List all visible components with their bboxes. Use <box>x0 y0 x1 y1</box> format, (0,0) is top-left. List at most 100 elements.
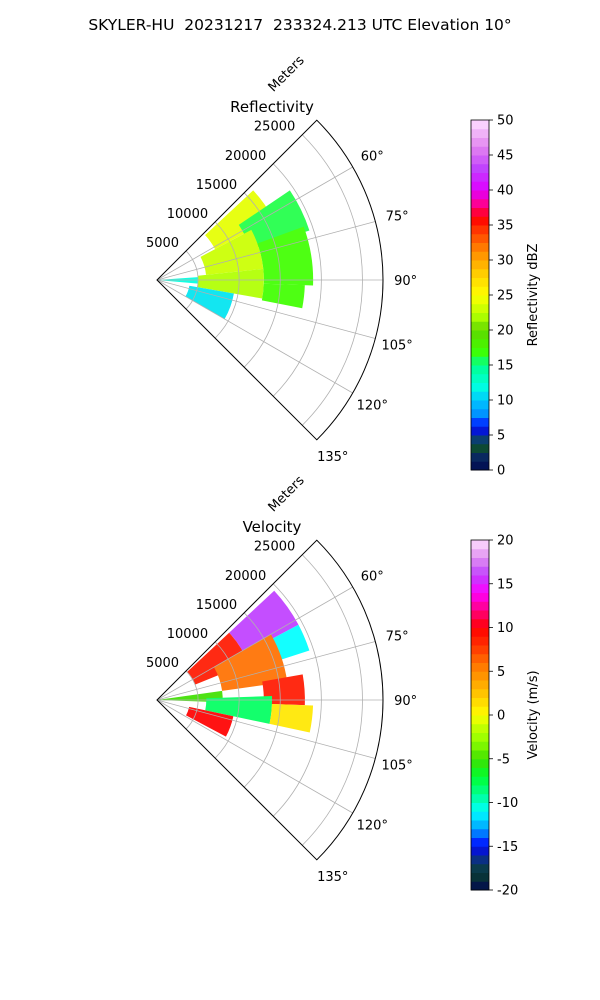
refl-radial-label: Meters <box>266 53 308 95</box>
refl-colorbar-tick-8: 40 <box>497 184 514 199</box>
refl-region-3 <box>257 226 314 286</box>
vel-colorbar-band-38 <box>471 548 489 558</box>
vel-colorbar-band-25 <box>471 662 489 672</box>
refl-region-5 <box>261 283 305 309</box>
refl-colorbar-band-20 <box>471 286 489 296</box>
vel-angle-tick-1: 75° <box>386 630 409 645</box>
vel-colorbar-band-39 <box>471 540 489 550</box>
refl-colorbar-band-22 <box>471 268 489 278</box>
refl-title: Reflectivity <box>230 98 314 116</box>
vel-colorbar-band-19 <box>471 715 489 725</box>
vel-colorbar-tick-0: -20 <box>497 884 518 899</box>
vel-colorbar-band-29 <box>471 627 489 637</box>
vel-colorbar-tick-2: -10 <box>497 796 518 811</box>
refl-spoke-1 <box>156 221 376 281</box>
refl-spoke-4 <box>156 279 353 394</box>
vel-panel: Velocity 5000 10000 15000 20000 25000 Meters 60… <box>146 473 541 898</box>
refl-colorbar-band-27 <box>471 225 489 235</box>
vel-colorbar-band-17 <box>471 732 489 742</box>
vel-colorbar-band-28 <box>471 636 489 646</box>
vel-angle-tick-4: 120° <box>357 818 388 833</box>
refl-colorbar: 0 5 10 15 20 25 30 35 40 45 50 Reflectivity dBZ <box>470 114 541 479</box>
refl-region-4 <box>197 268 264 299</box>
vel-title: Velocity <box>243 518 302 536</box>
vel-angle-tick-0: 60° <box>361 570 384 585</box>
refl-colorbar-band-24 <box>471 251 489 261</box>
refl-colorbar-band-34 <box>471 163 489 173</box>
vel-colorbar-band-1 <box>471 872 489 882</box>
vel-colorbar-band-14 <box>471 758 489 768</box>
vel-colorbar-band-32 <box>471 601 489 611</box>
vel-sector-outline <box>156 539 384 861</box>
refl-colorbar-band-18 <box>471 303 489 313</box>
vel-radial-tick-1: 10000 <box>167 627 208 642</box>
refl-data <box>157 190 314 320</box>
refl-colorbar-band-32 <box>471 181 489 191</box>
vel-colorbar-band-36 <box>471 566 489 576</box>
refl-radial-tick-4: 25000 <box>254 120 295 135</box>
vel-colorbar-tick-4: 0 <box>497 709 505 724</box>
refl-sector-outline <box>156 119 384 441</box>
vel-colorbar-tick-6: 10 <box>497 621 514 636</box>
vel-colorbar-tick-7: 15 <box>497 577 514 592</box>
vel-colorbar-band-12 <box>471 776 489 786</box>
refl-colorbar-label: Reflectivity dBZ <box>526 244 541 347</box>
refl-colorbar-band-19 <box>471 295 489 305</box>
vel-colorbar-band-0 <box>471 881 489 891</box>
refl-colorbar-band-10 <box>471 373 489 383</box>
refl-angle-tick-1: 75° <box>386 210 409 225</box>
vel-spoke-4 <box>156 699 353 814</box>
refl-colorbar-tick-5: 25 <box>497 289 514 304</box>
vel-angle-tick-3: 105° <box>381 758 412 773</box>
vel-colorbar-tick-5: 5 <box>497 665 505 680</box>
vel-colorbar-band-27 <box>471 645 489 655</box>
vel-colorbar-band-37 <box>471 557 489 567</box>
refl-colorbar-band-14 <box>471 338 489 348</box>
refl-colorbar-band-25 <box>471 242 489 252</box>
refl-colorbar-band-16 <box>471 321 489 331</box>
refl-colorbar-band-39 <box>471 120 489 130</box>
refl-colorbar-tick-10: 50 <box>497 114 514 129</box>
refl-colorbar-band-1 <box>471 452 489 462</box>
refl-angle-tick-0: 60° <box>361 150 384 165</box>
refl-angle-tick-3: 105° <box>381 338 412 353</box>
vel-colorbar-band-10 <box>471 793 489 803</box>
refl-radial-tick-3: 20000 <box>225 149 266 164</box>
vel-colorbar-band-15 <box>471 750 489 760</box>
refl-colorbar-band-2 <box>471 443 489 453</box>
refl-colorbar-tick-9: 45 <box>497 149 514 164</box>
refl-colorbar-tick-6: 30 <box>497 254 514 269</box>
refl-colorbar-tick-4: 20 <box>497 324 514 339</box>
refl-radial-tick-1: 10000 <box>167 207 208 222</box>
refl-colorbar-band-35 <box>471 155 489 165</box>
refl-colorbar-band-5 <box>471 417 489 427</box>
vel-colorbar-band-6 <box>471 828 489 838</box>
vel-colorbar-band-30 <box>471 618 489 628</box>
refl-colorbar-band-38 <box>471 128 489 138</box>
vel-radial-tick-3: 20000 <box>225 569 266 584</box>
refl-colorbar-band-4 <box>471 426 489 436</box>
refl-colorbar-band-13 <box>471 347 489 357</box>
refl-colorbar-band-8 <box>471 391 489 401</box>
vel-colorbar-band-33 <box>471 592 489 602</box>
refl-colorbar-band-36 <box>471 146 489 156</box>
vel-colorbar-band-26 <box>471 653 489 663</box>
refl-colorbar-band-23 <box>471 260 489 270</box>
vel-colorbar-band-23 <box>471 680 489 690</box>
refl-angle-tick-2: 90° <box>394 274 417 289</box>
refl-spoke-3 <box>156 279 376 339</box>
refl-colorbar-tick-3: 15 <box>497 359 514 374</box>
refl-region-0 <box>205 190 274 250</box>
vel-colorbar-label: Velocity (m/s) <box>526 670 541 759</box>
refl-colorbar-band-31 <box>471 190 489 200</box>
refl-colorbar-band-17 <box>471 312 489 322</box>
vel-colorbar-band-7 <box>471 820 489 830</box>
vel-radial-tick-4: 25000 <box>254 540 295 555</box>
refl-spoke-0 <box>156 166 353 281</box>
vel-colorbar: -20 -15 -10 -5 0 5 10 15 20 Velocity (m/s) <box>470 534 541 899</box>
refl-colorbar-tick-7: 35 <box>497 219 514 234</box>
vel-radial-tick-0: 5000 <box>146 656 179 671</box>
refl-angle-tick-5: 135° <box>317 450 348 465</box>
vel-colorbar-band-22 <box>471 688 489 698</box>
